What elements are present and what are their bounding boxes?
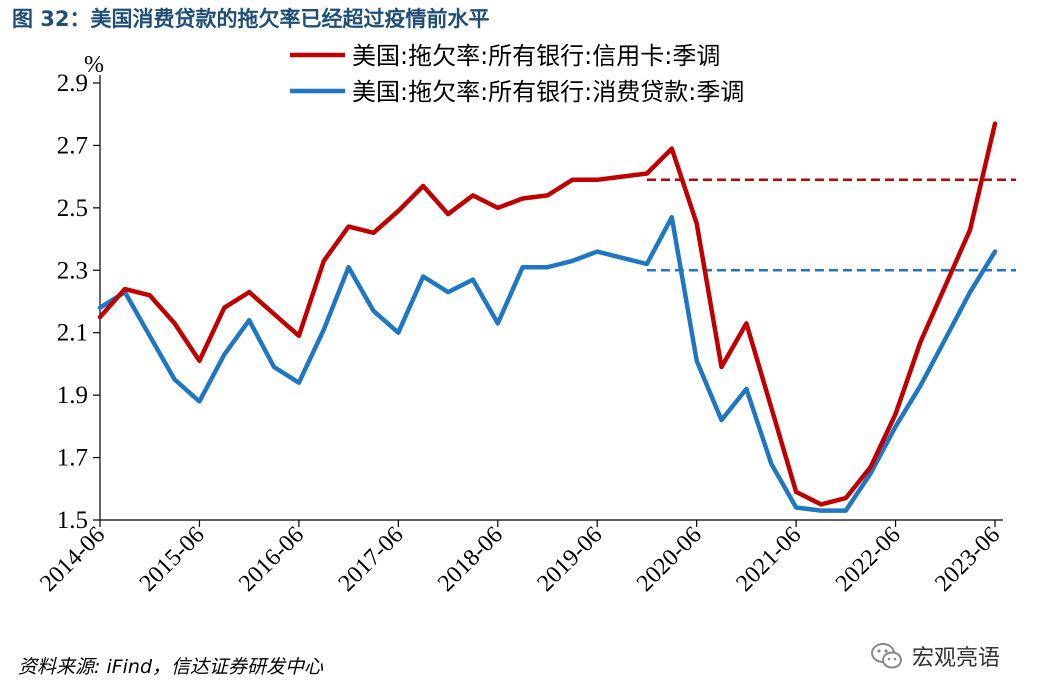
wechat-icon (871, 643, 902, 669)
series-line (97, 121, 998, 507)
y-tick-label: 1.9 (57, 382, 88, 409)
y-tick-label: 2.5 (57, 195, 88, 222)
x-tick-label: 2023-06 (930, 522, 1005, 597)
x-tick-label: 2020-06 (632, 522, 707, 597)
watermark: 宏观亮语 (870, 636, 1000, 676)
reference-lines (646, 178, 1016, 272)
x-tick-label: 2016-06 (234, 522, 309, 597)
x-tick-label: 2018-06 (433, 522, 508, 597)
y-tick-label: 1.5 (57, 507, 88, 534)
y-tick-label: 1.7 (57, 445, 88, 472)
x-tick-label: 2019-06 (533, 522, 608, 597)
y-tick-label: 2.9 (57, 70, 88, 97)
chart-title: 图 32：美国消费贷款的拖欠率已经超过疫情前水平 (12, 7, 490, 31)
series-lines (97, 121, 998, 513)
legend-label: 美国:拖欠率:所有银行:信用卡:季调 (352, 42, 720, 70)
watermark-text: 宏观亮语 (912, 646, 1001, 671)
x-tick-label: 2015-06 (135, 522, 210, 597)
x-tick-label: 2022-06 (831, 522, 906, 597)
source-note: 资料来源: iFind，信达证券研发中心 (18, 656, 324, 678)
legend-label: 美国:拖欠率:所有银行:消费贷款:季调 (352, 78, 744, 106)
y-unit-label: % (84, 52, 104, 78)
y-tick-label: 2.3 (57, 257, 88, 284)
y-tick-label: 2.1 (57, 320, 88, 347)
x-tick-label: 2017-06 (334, 522, 409, 597)
series-line (97, 214, 998, 513)
y-tick-label: 2.7 (57, 132, 88, 159)
x-tick-label: 2021-06 (731, 522, 806, 597)
